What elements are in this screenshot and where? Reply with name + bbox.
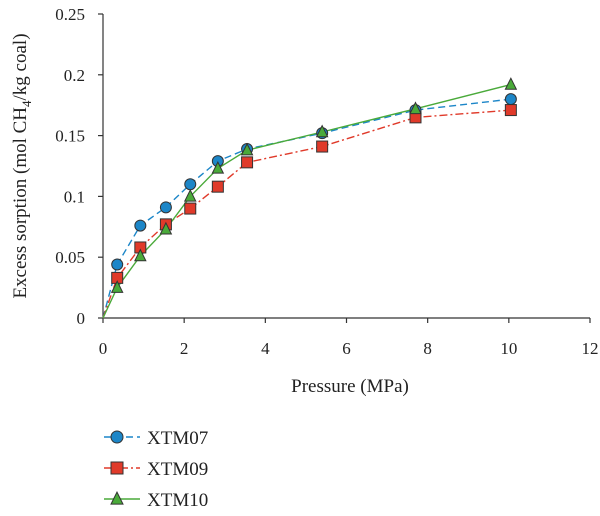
series-line-xtm10 [102, 83, 512, 319]
data-point-xtm10 [159, 221, 173, 235]
legend-label-xtm09: XTM09 [147, 459, 208, 480]
y-tick-label: 0.25 [55, 5, 85, 24]
data-point-xtm09 [184, 202, 197, 215]
data-point-xtm07 [504, 93, 517, 106]
y-axis-title: Excess sorption (mol CH4/kg coal) [10, 33, 34, 298]
data-point-xtm09 [241, 156, 254, 169]
series-line-xtm09 [102, 109, 511, 319]
x-tick-label: 4 [261, 339, 270, 358]
y-tick-label: 0.15 [55, 127, 85, 146]
data-point-xtm07 [184, 178, 197, 191]
data-point-xtm09 [211, 180, 224, 193]
x-tick-label: 12 [582, 339, 599, 358]
x-tick-label: 2 [180, 339, 189, 358]
y-tick-label: 0.05 [55, 248, 85, 267]
data-point-xtm10 [504, 77, 518, 90]
data-point-xtm10 [134, 248, 147, 262]
x-tick-label: 10 [500, 339, 517, 358]
axes [102, 14, 590, 319]
data-point-xtm09 [504, 104, 517, 117]
y-tick-label: 0.2 [64, 66, 85, 85]
data-point-xtm10 [240, 142, 254, 156]
legend-marker-xtm10 [110, 490, 124, 505]
y-axis-title-subscript: 4 [19, 100, 34, 107]
y-axis-title-prefix: Excess sorption (mol CH [10, 107, 31, 299]
data-point-xtm09 [316, 140, 329, 153]
legend-label-xtm10: XTM10 [147, 490, 208, 511]
legend-marker-xtm09 [110, 461, 124, 475]
series-line-xtm07 [102, 98, 511, 319]
data-point-xtm10 [110, 280, 124, 293]
legend-label-xtm07: XTM07 [147, 428, 208, 449]
data-point-xtm10 [183, 188, 197, 202]
y-tick-label: 0 [77, 309, 86, 328]
y-axis-ticks: 0 0.05 0.1 0.15 0.2 0.25 [55, 5, 103, 328]
data-point-xtm07 [134, 219, 147, 232]
y-tick-label: 0.1 [64, 187, 85, 206]
data-point-xtm10 [409, 101, 422, 115]
x-axis-title: Pressure (MPa) [291, 376, 409, 397]
x-tick-label: 6 [342, 339, 351, 358]
series-markers [110, 77, 518, 293]
series-lines [102, 83, 512, 319]
data-point-xtm10 [315, 124, 329, 138]
data-point-xtm07 [159, 201, 172, 214]
legend: XTM07 XTM09 XTM10 [104, 428, 208, 511]
x-tick-label: 8 [423, 339, 432, 358]
y-axis-title-suffix: /kg coal) [10, 33, 31, 100]
data-point-xtm07 [111, 258, 124, 271]
data-point-xtm10 [211, 160, 225, 174]
x-axis-ticks: 0 2 4 6 8 10 12 [99, 318, 599, 358]
legend-marker-xtm07 [110, 430, 124, 444]
x-tick-label: 0 [99, 339, 108, 358]
